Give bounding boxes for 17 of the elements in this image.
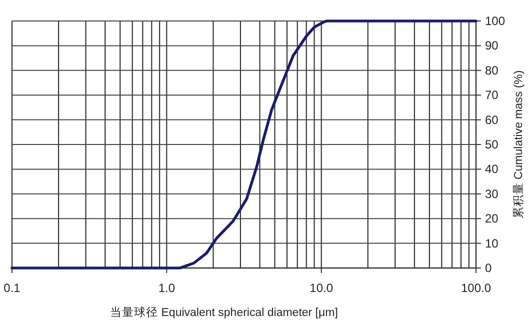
y-tick-label: 60 [485, 112, 499, 127]
y-tick-label: 10 [485, 236, 499, 250]
y-tick-label: 80 [485, 63, 499, 78]
y-tick-label: 90 [485, 38, 499, 53]
y-tick-label: 0 [485, 261, 492, 275]
x-axis-title: 当量球径 Equivalent spherical diameter [μm] [110, 306, 338, 319]
y-tick-label: 50 [485, 138, 499, 152]
x-tick-label: 100.0 [460, 281, 492, 295]
y-tick-label: 100 [485, 14, 506, 28]
x-tick-label: 1.0 [158, 281, 176, 295]
x-tick-label: 10.0 [310, 281, 334, 295]
y-tick-label: 70 [485, 88, 499, 102]
x-tick-label: 0.1 [4, 281, 21, 295]
y-tick-label: 20 [485, 212, 499, 226]
y-tick-label: 30 [485, 186, 499, 201]
y-axis-title: 累积量 Cumulative mass (%) [512, 70, 525, 219]
y-tick-label: 40 [485, 162, 499, 176]
